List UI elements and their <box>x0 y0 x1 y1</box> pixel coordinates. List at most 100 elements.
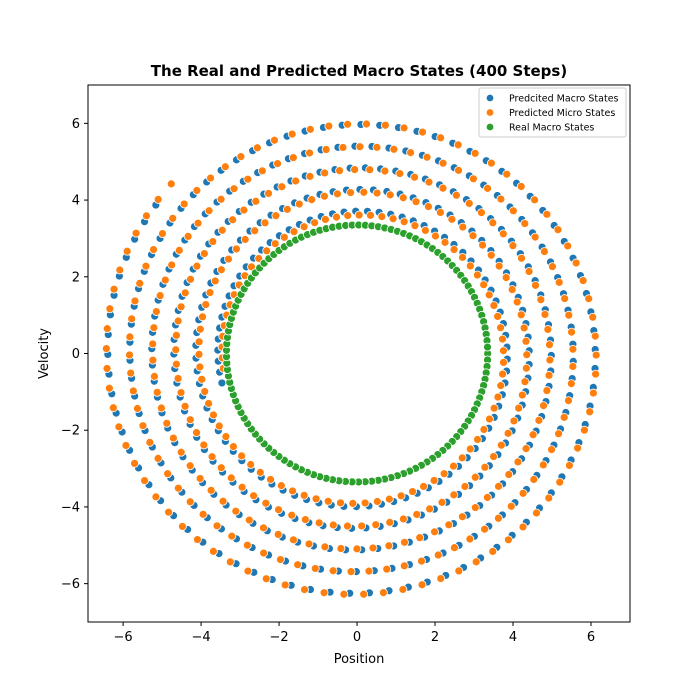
series-1-point <box>506 501 516 511</box>
series-1-point <box>585 407 595 417</box>
series-1-point <box>299 490 309 500</box>
legend-marker-2 <box>485 122 495 132</box>
series-1-point <box>242 540 252 550</box>
series-1-point <box>530 232 540 242</box>
series-1-point <box>198 312 207 322</box>
series-1-point <box>365 165 375 175</box>
series-1-point <box>192 186 202 195</box>
series-1-point <box>289 535 298 545</box>
series-1-point <box>464 199 474 208</box>
series-1-point <box>538 460 548 470</box>
series-1-point <box>140 476 149 485</box>
series-1-point <box>131 228 141 238</box>
series-1-point <box>578 276 588 285</box>
series-1-point <box>151 492 161 502</box>
series-1-point <box>362 119 371 129</box>
series-1-point <box>371 520 381 530</box>
series-1-point <box>453 140 463 150</box>
series-1-point <box>287 129 297 139</box>
series-1-point <box>536 295 546 305</box>
series-1-point <box>528 430 538 440</box>
series-1-point <box>102 364 112 373</box>
series-1-point <box>493 513 503 523</box>
series-1-point <box>499 346 508 356</box>
series-1-point <box>519 323 529 333</box>
series-1-point <box>458 252 467 262</box>
series-1-point <box>174 245 184 255</box>
series-1-point <box>155 291 165 301</box>
series-1-point <box>547 445 556 455</box>
series-1-point <box>216 194 226 204</box>
series-1-point <box>540 247 549 256</box>
legend-label-0: Predcited Macro States <box>509 94 619 105</box>
series-1-point <box>346 188 355 197</box>
series-1-point <box>180 288 190 298</box>
series-1-point <box>217 225 227 235</box>
series-1-point <box>438 183 448 193</box>
x-tick-label: −2 <box>269 630 288 645</box>
series-1-point <box>166 179 176 189</box>
series-1-point <box>449 543 459 553</box>
series-1-point <box>186 274 195 284</box>
series-1-point <box>478 240 487 250</box>
series-1-point <box>477 208 486 218</box>
series-1-point <box>236 152 246 162</box>
series-1-point <box>498 369 508 379</box>
series-1-point <box>568 362 578 371</box>
series-1-point <box>444 520 454 530</box>
series-1-point <box>320 191 329 201</box>
series-1-point <box>102 324 112 334</box>
series-1-point <box>228 215 238 225</box>
series-1-point <box>512 297 522 307</box>
series-1-point <box>436 574 446 583</box>
series-2-point <box>483 342 492 352</box>
series-1-point <box>486 158 496 168</box>
series-1-point <box>458 512 467 522</box>
series-1-point <box>494 481 503 491</box>
series-1-point <box>548 262 557 272</box>
series-1-point <box>411 197 421 207</box>
series-1-point <box>208 546 218 556</box>
series-1-point <box>352 544 362 554</box>
series-1-point <box>360 498 370 508</box>
series-1-point <box>287 510 297 520</box>
series-1-point <box>513 457 523 467</box>
series-1-point <box>199 249 209 258</box>
series-1-point <box>571 258 581 268</box>
series-1-point <box>524 267 534 276</box>
series-1-point <box>229 184 239 194</box>
series-1-point <box>496 194 506 204</box>
series-1-point <box>130 296 140 306</box>
legend: Predcited Macro States Predicted Micro St… <box>478 87 627 138</box>
series-1-point <box>419 482 428 491</box>
series-1-point <box>508 206 518 216</box>
series-1-point <box>176 302 186 312</box>
series-1-point <box>252 143 262 153</box>
series-1-point <box>350 165 360 174</box>
series-1-point <box>408 487 417 496</box>
series-1-point <box>398 193 408 203</box>
series-1-point <box>400 537 409 547</box>
series-1-point <box>164 507 173 517</box>
series-1-point <box>415 533 425 543</box>
series-1-point <box>288 486 297 496</box>
series-1-point <box>399 123 409 133</box>
series-1-point <box>158 229 167 238</box>
series-1-point <box>231 506 241 516</box>
series-1-point <box>424 202 433 211</box>
series-1-point <box>493 392 503 402</box>
series-1-point <box>469 174 478 184</box>
legend-box <box>478 87 627 138</box>
series-1-point <box>399 561 409 571</box>
series-1-point <box>508 241 518 251</box>
series-1-point <box>192 428 201 438</box>
series-1-point <box>149 245 158 254</box>
series-1-point <box>473 435 482 444</box>
series-1-point <box>261 498 271 508</box>
series-1-point <box>530 195 540 205</box>
series-1-point <box>449 490 459 500</box>
series-1-point <box>336 498 345 508</box>
x-tick-label: 6 <box>587 630 595 645</box>
x-tick-label: 4 <box>509 630 517 645</box>
series-1-point <box>178 522 187 531</box>
